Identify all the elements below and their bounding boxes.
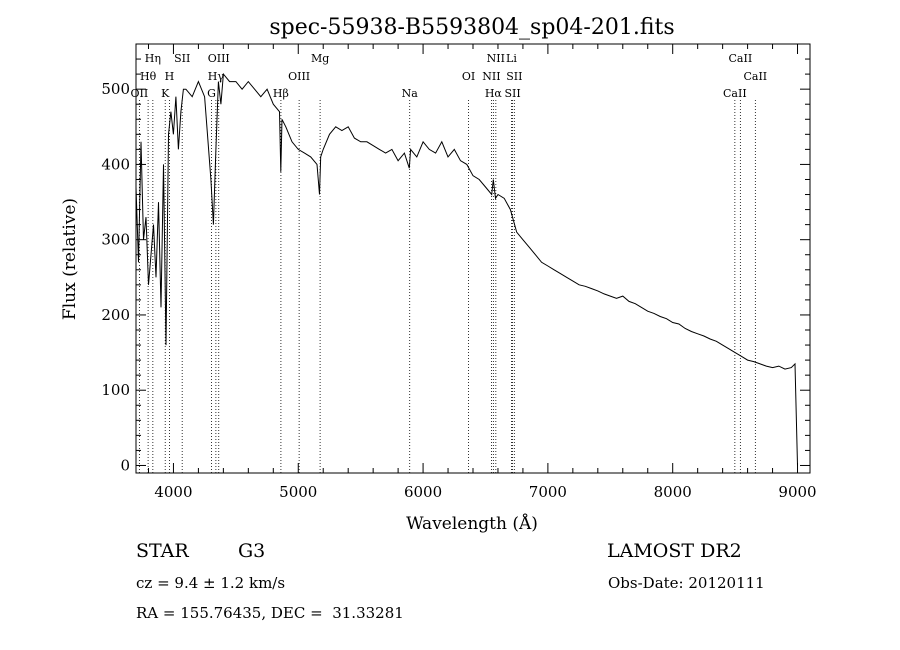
spectral-line-label: SII (504, 87, 520, 100)
y-axis-label: Flux (relative) (60, 198, 80, 320)
x-tick-label: 6000 (404, 483, 442, 501)
spectral-line-label: G (207, 87, 216, 100)
spectral-line-label: Hη (145, 52, 161, 65)
spectral-line-label: Hα (485, 87, 503, 100)
spectral-line-label: H (165, 70, 175, 83)
redshift-cz: cz = 9.4 ± 1.2 km/s (136, 574, 286, 592)
chart-title: spec-55938-B5593804_sp04-201.fits (269, 15, 674, 40)
spectral-line-label: OIII (208, 52, 230, 65)
survey-name: LAMOST DR2 (607, 540, 742, 562)
y-tick-label: 500 (101, 80, 130, 98)
x-tick-label: 5000 (279, 483, 317, 501)
spectral-line-label: OI (462, 70, 475, 83)
spectral-line-label: Hγ (208, 70, 225, 83)
spectral-line-label: SII (506, 70, 522, 83)
spectral-line-label: SII (174, 52, 190, 65)
spectral-line-label: CaII (729, 52, 753, 65)
x-axis-label: Wavelength (Å) (406, 513, 538, 534)
y-tick-label: 100 (101, 381, 130, 399)
spectral-line-label: NII (487, 52, 505, 65)
x-axis-ticks: 4000 5000 6000 7000 8000 9000 (147, 44, 817, 501)
spectral-line-label: Hθ (140, 70, 157, 83)
spectral-line-markers (138, 99, 756, 473)
ra-dec-coordinates: RA = 155.76435, DEC = 31.33281 (136, 604, 404, 622)
y-axis-ticks: 0 100 200 300 400 500 (101, 58, 810, 474)
y-tick-label: 400 (101, 155, 130, 173)
x-tick-label: 8000 (654, 483, 692, 501)
spectral-line-label: Na (402, 87, 419, 100)
spectral-line-label: Mg (311, 52, 329, 65)
spectral-line-label: NII (482, 70, 500, 83)
spectral-line-label: Hβ (273, 87, 289, 100)
plot-frame (135, 43, 811, 474)
object-subclass: G3 (238, 540, 266, 562)
spectral-line-label: K (161, 87, 170, 100)
observation-date: Obs-Date: 20120111 (608, 574, 765, 592)
y-tick-label: 300 (101, 231, 130, 249)
x-tick-label: 9000 (778, 483, 816, 501)
spectral-line-label: CaII (723, 87, 747, 100)
spectral-line-label: OII (131, 87, 149, 100)
y-tick-label: 200 (101, 306, 130, 324)
x-tick-label: 4000 (154, 483, 192, 501)
spectral-line-label: CaII (743, 70, 767, 83)
y-tick-label: 0 (120, 456, 130, 474)
object-class: STAR (136, 540, 189, 562)
spectrum-series-line (135, 72, 798, 466)
spectral-line-label: OIII (288, 70, 310, 83)
spectral-line-label: Li (506, 52, 517, 65)
x-tick-label: 7000 (529, 483, 567, 501)
